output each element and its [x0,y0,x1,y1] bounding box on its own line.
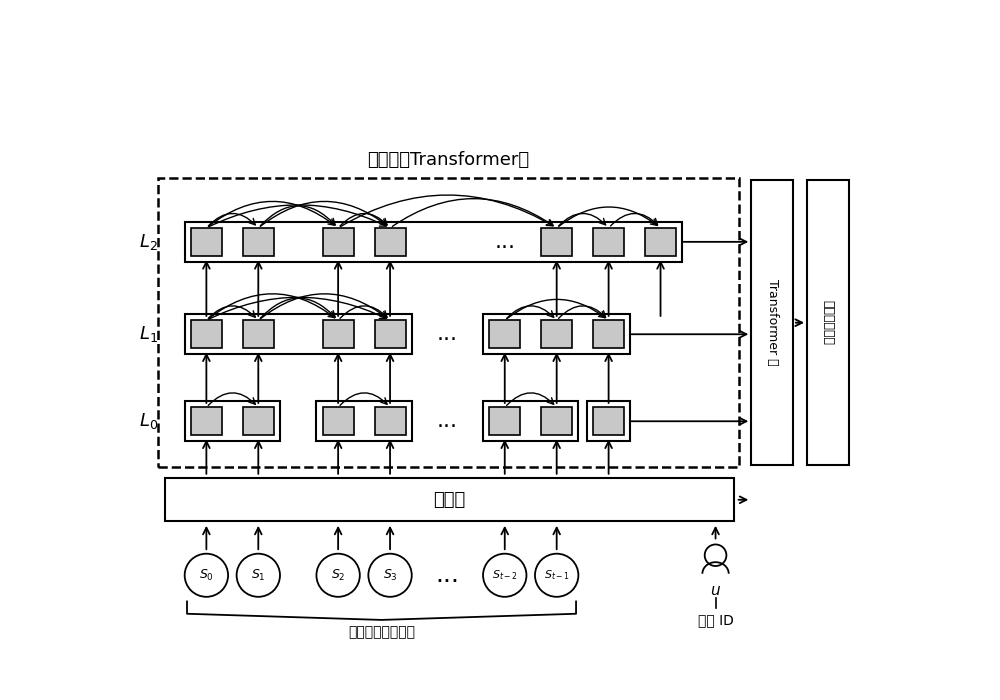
Circle shape [535,554,578,597]
Text: $L_1$: $L_1$ [139,324,158,344]
FancyBboxPatch shape [243,407,274,435]
Text: $u$: $u$ [710,583,721,598]
FancyBboxPatch shape [593,407,624,435]
Circle shape [237,554,280,597]
Circle shape [705,545,726,566]
FancyBboxPatch shape [323,321,354,348]
Text: ...: ... [435,564,459,587]
Circle shape [368,554,412,597]
FancyBboxPatch shape [375,321,406,348]
Circle shape [316,554,360,597]
FancyBboxPatch shape [489,407,520,435]
FancyBboxPatch shape [541,407,572,435]
Text: $S_{t-1}$: $S_{t-1}$ [544,568,570,582]
Text: ...: ... [437,324,458,344]
Text: $S_3$: $S_3$ [383,568,397,583]
FancyBboxPatch shape [165,478,734,522]
FancyBboxPatch shape [375,407,406,435]
Text: Transformer 层: Transformer 层 [766,279,779,366]
Text: 序列推荐结果: 序列推荐结果 [821,300,834,345]
FancyBboxPatch shape [751,180,793,466]
Text: 动态层次Transformer层: 动态层次Transformer层 [367,150,529,169]
Circle shape [483,554,526,597]
FancyBboxPatch shape [323,228,354,256]
FancyBboxPatch shape [489,321,520,348]
Text: $S_{t-2}$: $S_{t-2}$ [492,568,518,582]
FancyBboxPatch shape [645,228,676,256]
Text: 用户历史行为序列: 用户历史行为序列 [348,625,415,639]
FancyBboxPatch shape [243,228,274,256]
Text: ...: ... [494,232,515,252]
FancyBboxPatch shape [593,228,624,256]
FancyBboxPatch shape [191,407,222,435]
FancyBboxPatch shape [191,228,222,256]
Circle shape [185,554,228,597]
FancyBboxPatch shape [593,321,624,348]
FancyBboxPatch shape [541,228,572,256]
FancyBboxPatch shape [191,321,222,348]
Text: $L_2$: $L_2$ [139,232,158,252]
FancyBboxPatch shape [243,321,274,348]
Text: $S_2$: $S_2$ [331,568,345,583]
FancyBboxPatch shape [807,180,849,466]
Text: 用户 ID: 用户 ID [698,613,733,627]
Text: 嵌入层: 嵌入层 [434,491,466,509]
Text: $S_1$: $S_1$ [251,568,266,583]
FancyBboxPatch shape [541,321,572,348]
FancyBboxPatch shape [375,228,406,256]
FancyBboxPatch shape [323,407,354,435]
Text: ...: ... [437,412,458,431]
Text: $L_0$: $L_0$ [139,412,158,431]
Text: $S_0$: $S_0$ [199,568,214,583]
